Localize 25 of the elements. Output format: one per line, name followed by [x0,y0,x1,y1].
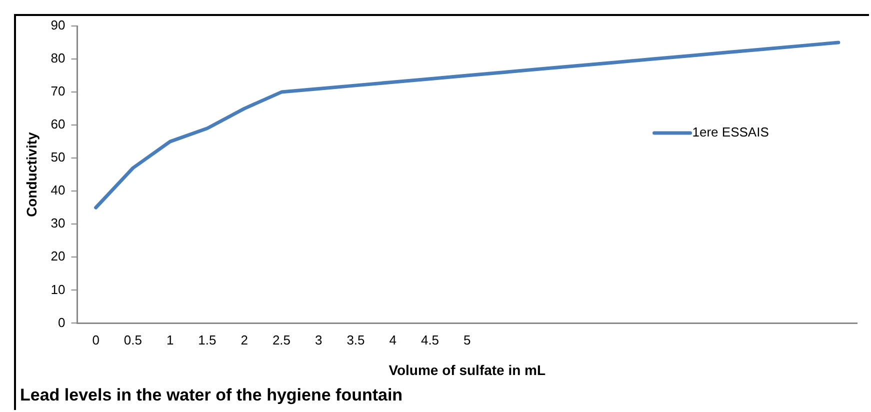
y-axis-title: Conductivity [23,132,40,217]
y-tick-label: 30 [50,216,66,231]
legend-label: 1ere ESSAIS [692,124,770,140]
y-tick-label: 20 [50,248,66,264]
y-tick-label: 60 [50,116,66,132]
x-tick-label: 3.5 [346,332,365,348]
y-tick-label: 10 [50,282,66,297]
x-tick-label: 2 [240,332,248,348]
y-tick-label: 90 [50,18,66,33]
y-tick-label: 80 [50,50,66,66]
y-tick-label: 0 [58,314,66,330]
x-tick-label: 3 [314,332,322,348]
x-tick-label: 1 [166,332,174,348]
y-tick-label: 50 [50,150,66,165]
x-axis-title: Volume of sulfate in mL [388,362,546,378]
x-tick-label: 0.5 [124,332,142,348]
x-tick-label: 5 [464,332,471,348]
x-tick-label: 4.5 [420,332,440,348]
y-tick-label: 40 [50,182,66,198]
text: Lead levels in the water of the hygiene fountain [20,385,403,404]
x-tick-label: 1.5 [198,332,216,348]
x-tick-label: 4 [389,332,396,348]
x-tick-label: 2.5 [272,332,291,348]
x-tick-label: 0 [92,332,100,348]
y-tick-label: 70 [50,84,66,99]
